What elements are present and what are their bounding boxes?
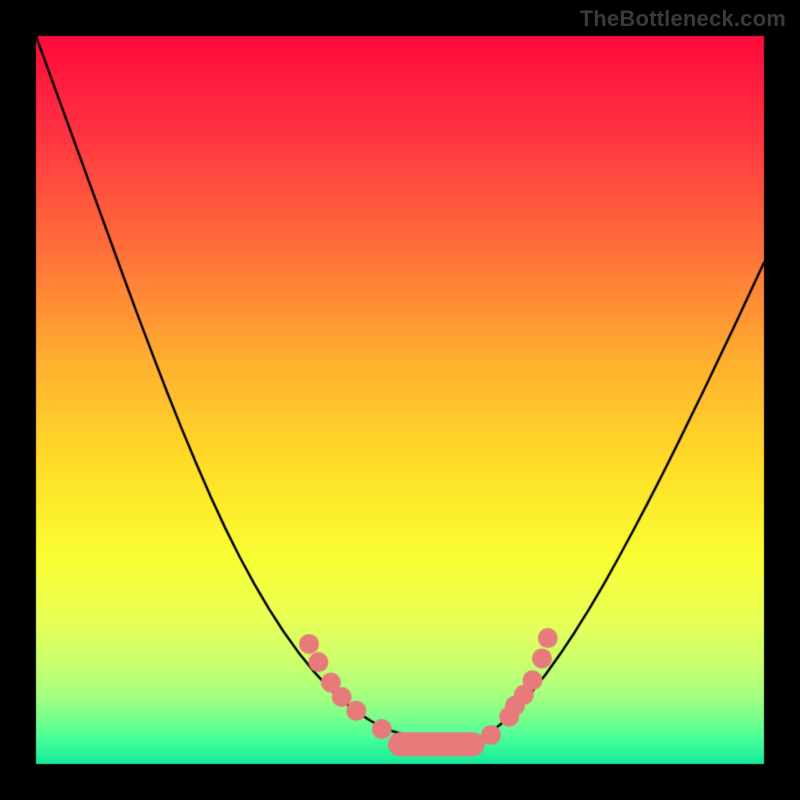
chart-container: { "watermark": { "text": "TheBottleneck.… (0, 0, 800, 800)
watermark-text: TheBottleneck.com (580, 6, 786, 32)
bottleneck-curve-chart (0, 0, 800, 800)
